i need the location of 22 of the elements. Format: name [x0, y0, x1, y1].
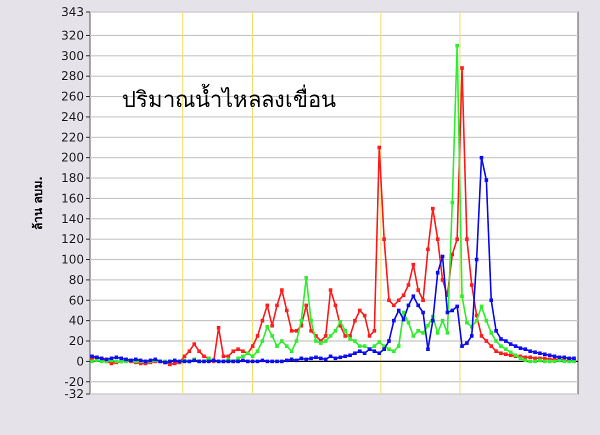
y-tick-label: 240 [61, 110, 84, 124]
y-tick-label: 20 [68, 334, 84, 348]
y-tick-label: 80 [68, 272, 84, 287]
y-tick-label: 300 [61, 48, 84, 63]
y-tick-label: 200 [61, 150, 84, 165]
y-axis-title: ล้าน ลบม. [31, 176, 45, 230]
y-tick-label: 60 [68, 293, 84, 308]
y-tick-label: -20 [64, 374, 84, 389]
y-tick-label: 180 [61, 171, 84, 186]
y-tick-label: 100 [61, 252, 84, 267]
y-tick-label: -32 [64, 387, 84, 401]
text: ปริมาณน้ำไหลลงเขื่อน [122, 84, 336, 113]
y-tick-label: 343 [61, 5, 84, 19]
y-tick-label: 280 [61, 69, 84, 84]
y-tick-label: 160 [61, 191, 84, 206]
y-tick-label: 260 [61, 90, 84, 104]
y-tick-label: 120 [61, 232, 84, 246]
y-tick-label: 220 [61, 130, 84, 144]
y-tick-label: 140 [61, 212, 84, 226]
y-tick-label: 40 [68, 314, 84, 328]
y-tick-label: 0 [76, 354, 84, 368]
y-tick-label: 320 [61, 28, 84, 42]
